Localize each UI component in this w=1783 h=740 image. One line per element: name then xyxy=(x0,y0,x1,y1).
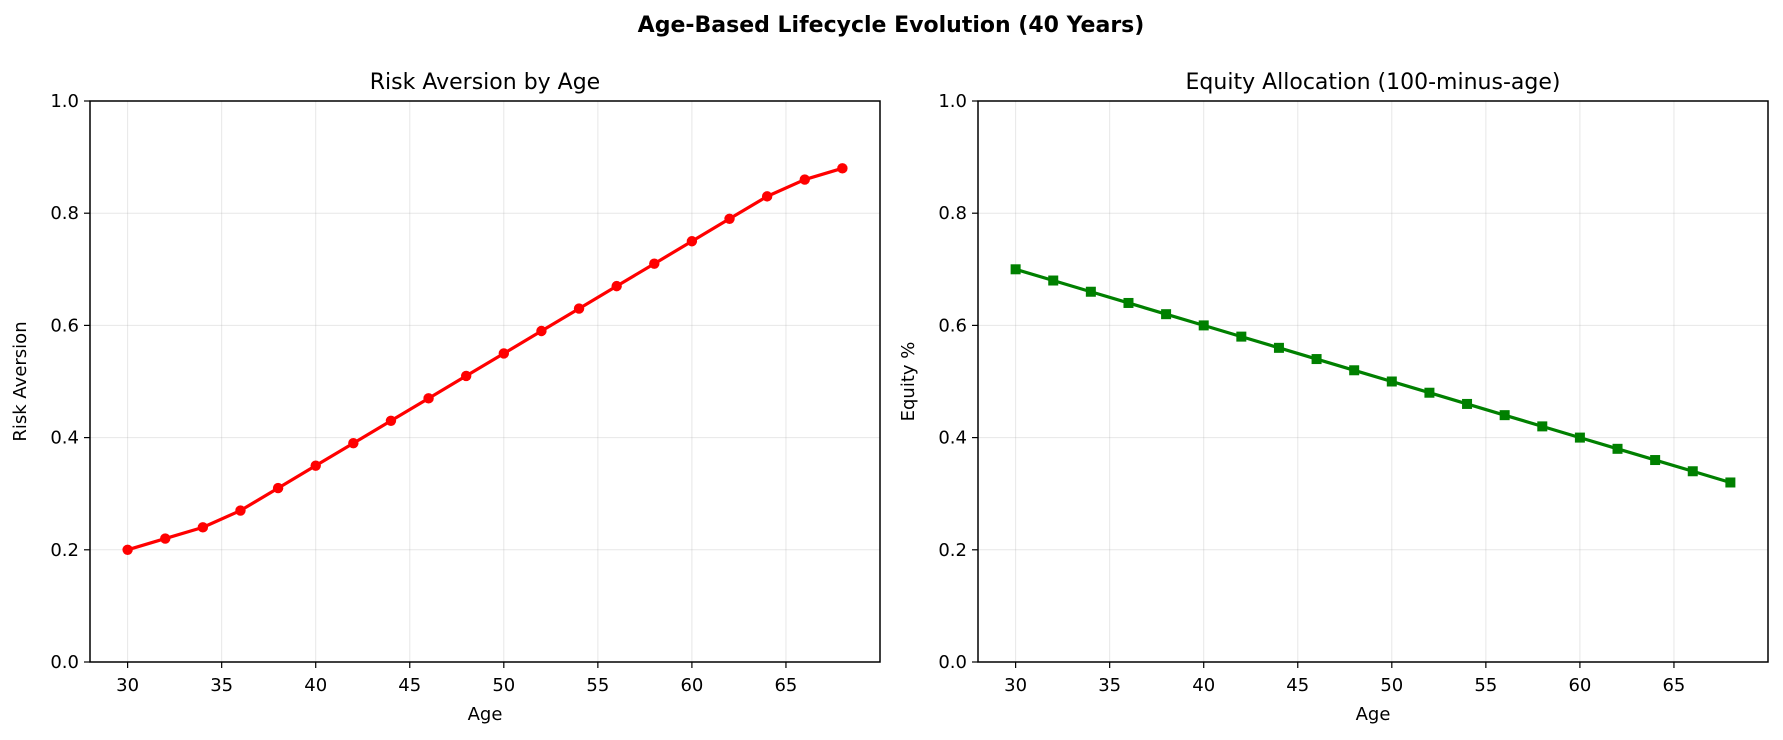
x-tick-label: 45 xyxy=(1286,675,1309,696)
risk-aversion-point xyxy=(498,348,510,359)
risk-aversion-point xyxy=(348,438,359,449)
equity-point xyxy=(1085,286,1096,297)
x-tick-label: 60 xyxy=(680,675,703,696)
y-tick-label: 1.0 xyxy=(938,91,967,112)
chart-risk-aversion: 30 35 40 45 50 55 60 65 0.0 0.2 0.4 0.6 0.8 1.0 Risk A… xyxy=(10,70,881,725)
x-tick-label: 55 xyxy=(1474,675,1497,696)
risk-aversion-point xyxy=(160,533,171,544)
axes-frame xyxy=(89,100,881,663)
x-tick-label: 40 xyxy=(1192,675,1215,696)
risk-aversion-point xyxy=(837,163,848,174)
axes-frame xyxy=(977,100,1769,663)
equity-point xyxy=(1311,354,1322,365)
risk-aversion-point xyxy=(272,482,284,494)
risk-aversion-point xyxy=(724,213,735,225)
equity-point xyxy=(1273,342,1284,353)
risk-aversion-point xyxy=(573,303,585,314)
chart-equity-allocation: 30 35 40 45 50 55 60 65 0.0 0.2 0.4 0.6 0.8 1.0 Equity… xyxy=(898,70,1769,725)
risk-aversion-point xyxy=(536,325,547,337)
equity-point xyxy=(1123,297,1134,308)
figure-title: Age-Based Lifecycle Evolution (40 Years) xyxy=(638,13,1145,38)
equity-point xyxy=(1537,421,1548,432)
y-tick-label: 0.4 xyxy=(50,428,79,449)
risk-aversion-point xyxy=(423,393,434,404)
y-tick-label: 0.8 xyxy=(938,203,967,224)
risk-aversion-point xyxy=(197,522,209,533)
x-tick-label: 35 xyxy=(210,675,233,696)
equity-point xyxy=(1010,264,1021,275)
y-axis-label: Equity % xyxy=(898,342,919,422)
x-tick-label: 30 xyxy=(1004,675,1027,696)
equity-point xyxy=(1499,410,1510,421)
risk-aversion-point xyxy=(235,505,246,516)
risk-aversion-point xyxy=(799,174,810,185)
equity-point xyxy=(1424,387,1435,398)
risk-aversion-point xyxy=(649,258,660,269)
x-tick-label: 50 xyxy=(492,675,515,696)
x-axis-label: Age xyxy=(1356,704,1391,725)
equity-point xyxy=(1650,455,1661,466)
equity-point xyxy=(1574,432,1585,443)
risk-aversion-point xyxy=(460,370,472,382)
chart-title: Equity Allocation (100-minus-age) xyxy=(1186,70,1561,95)
risk-aversion-point xyxy=(122,544,133,555)
y-tick-label: 0.4 xyxy=(938,428,967,449)
y-axis-label: Risk Aversion xyxy=(10,321,31,441)
y-tick-label: 0.8 xyxy=(50,203,79,224)
risk-aversion-point xyxy=(761,191,773,202)
x-tick-label: 65 xyxy=(774,675,797,696)
y-tick-label: 0.0 xyxy=(938,652,967,673)
equity-point xyxy=(1462,398,1473,409)
x-axis-label: Age xyxy=(468,704,503,725)
y-tick-label: 0.2 xyxy=(938,540,967,561)
chart-title: Risk Aversion by Age xyxy=(370,70,600,95)
y-tick-label: 1.0 xyxy=(50,91,79,112)
risk-aversion-point xyxy=(611,280,622,292)
equity-line xyxy=(1014,267,1732,485)
risk-aversion-point xyxy=(686,236,698,247)
equity-point xyxy=(1161,309,1172,320)
x-tick-label: 60 xyxy=(1568,675,1591,696)
x-tick-label: 45 xyxy=(398,675,421,696)
y-tick-label: 0.2 xyxy=(50,540,79,561)
x-tick-label: 30 xyxy=(116,675,139,696)
equity-point xyxy=(1612,443,1623,454)
equity-point xyxy=(1198,320,1209,331)
risk-aversion-line xyxy=(126,166,844,552)
x-tick-label: 50 xyxy=(1380,675,1403,696)
x-tick-label: 55 xyxy=(586,675,609,696)
x-tick-label: 35 xyxy=(1098,675,1121,696)
y-tick-label: 0.0 xyxy=(50,652,79,673)
equity-point xyxy=(1687,466,1698,477)
x-tick-label: 65 xyxy=(1662,675,1685,696)
equity-point xyxy=(1048,275,1059,286)
y-tick-label: 0.6 xyxy=(50,315,79,336)
y-tick-label: 0.6 xyxy=(938,315,967,336)
equity-point xyxy=(1349,365,1360,376)
risk-aversion-point xyxy=(310,460,321,471)
equity-point xyxy=(1386,376,1397,387)
equity-point xyxy=(1236,331,1247,342)
equity-point xyxy=(1725,477,1736,488)
x-tick-label: 40 xyxy=(304,675,327,696)
risk-aversion-point xyxy=(385,415,397,426)
